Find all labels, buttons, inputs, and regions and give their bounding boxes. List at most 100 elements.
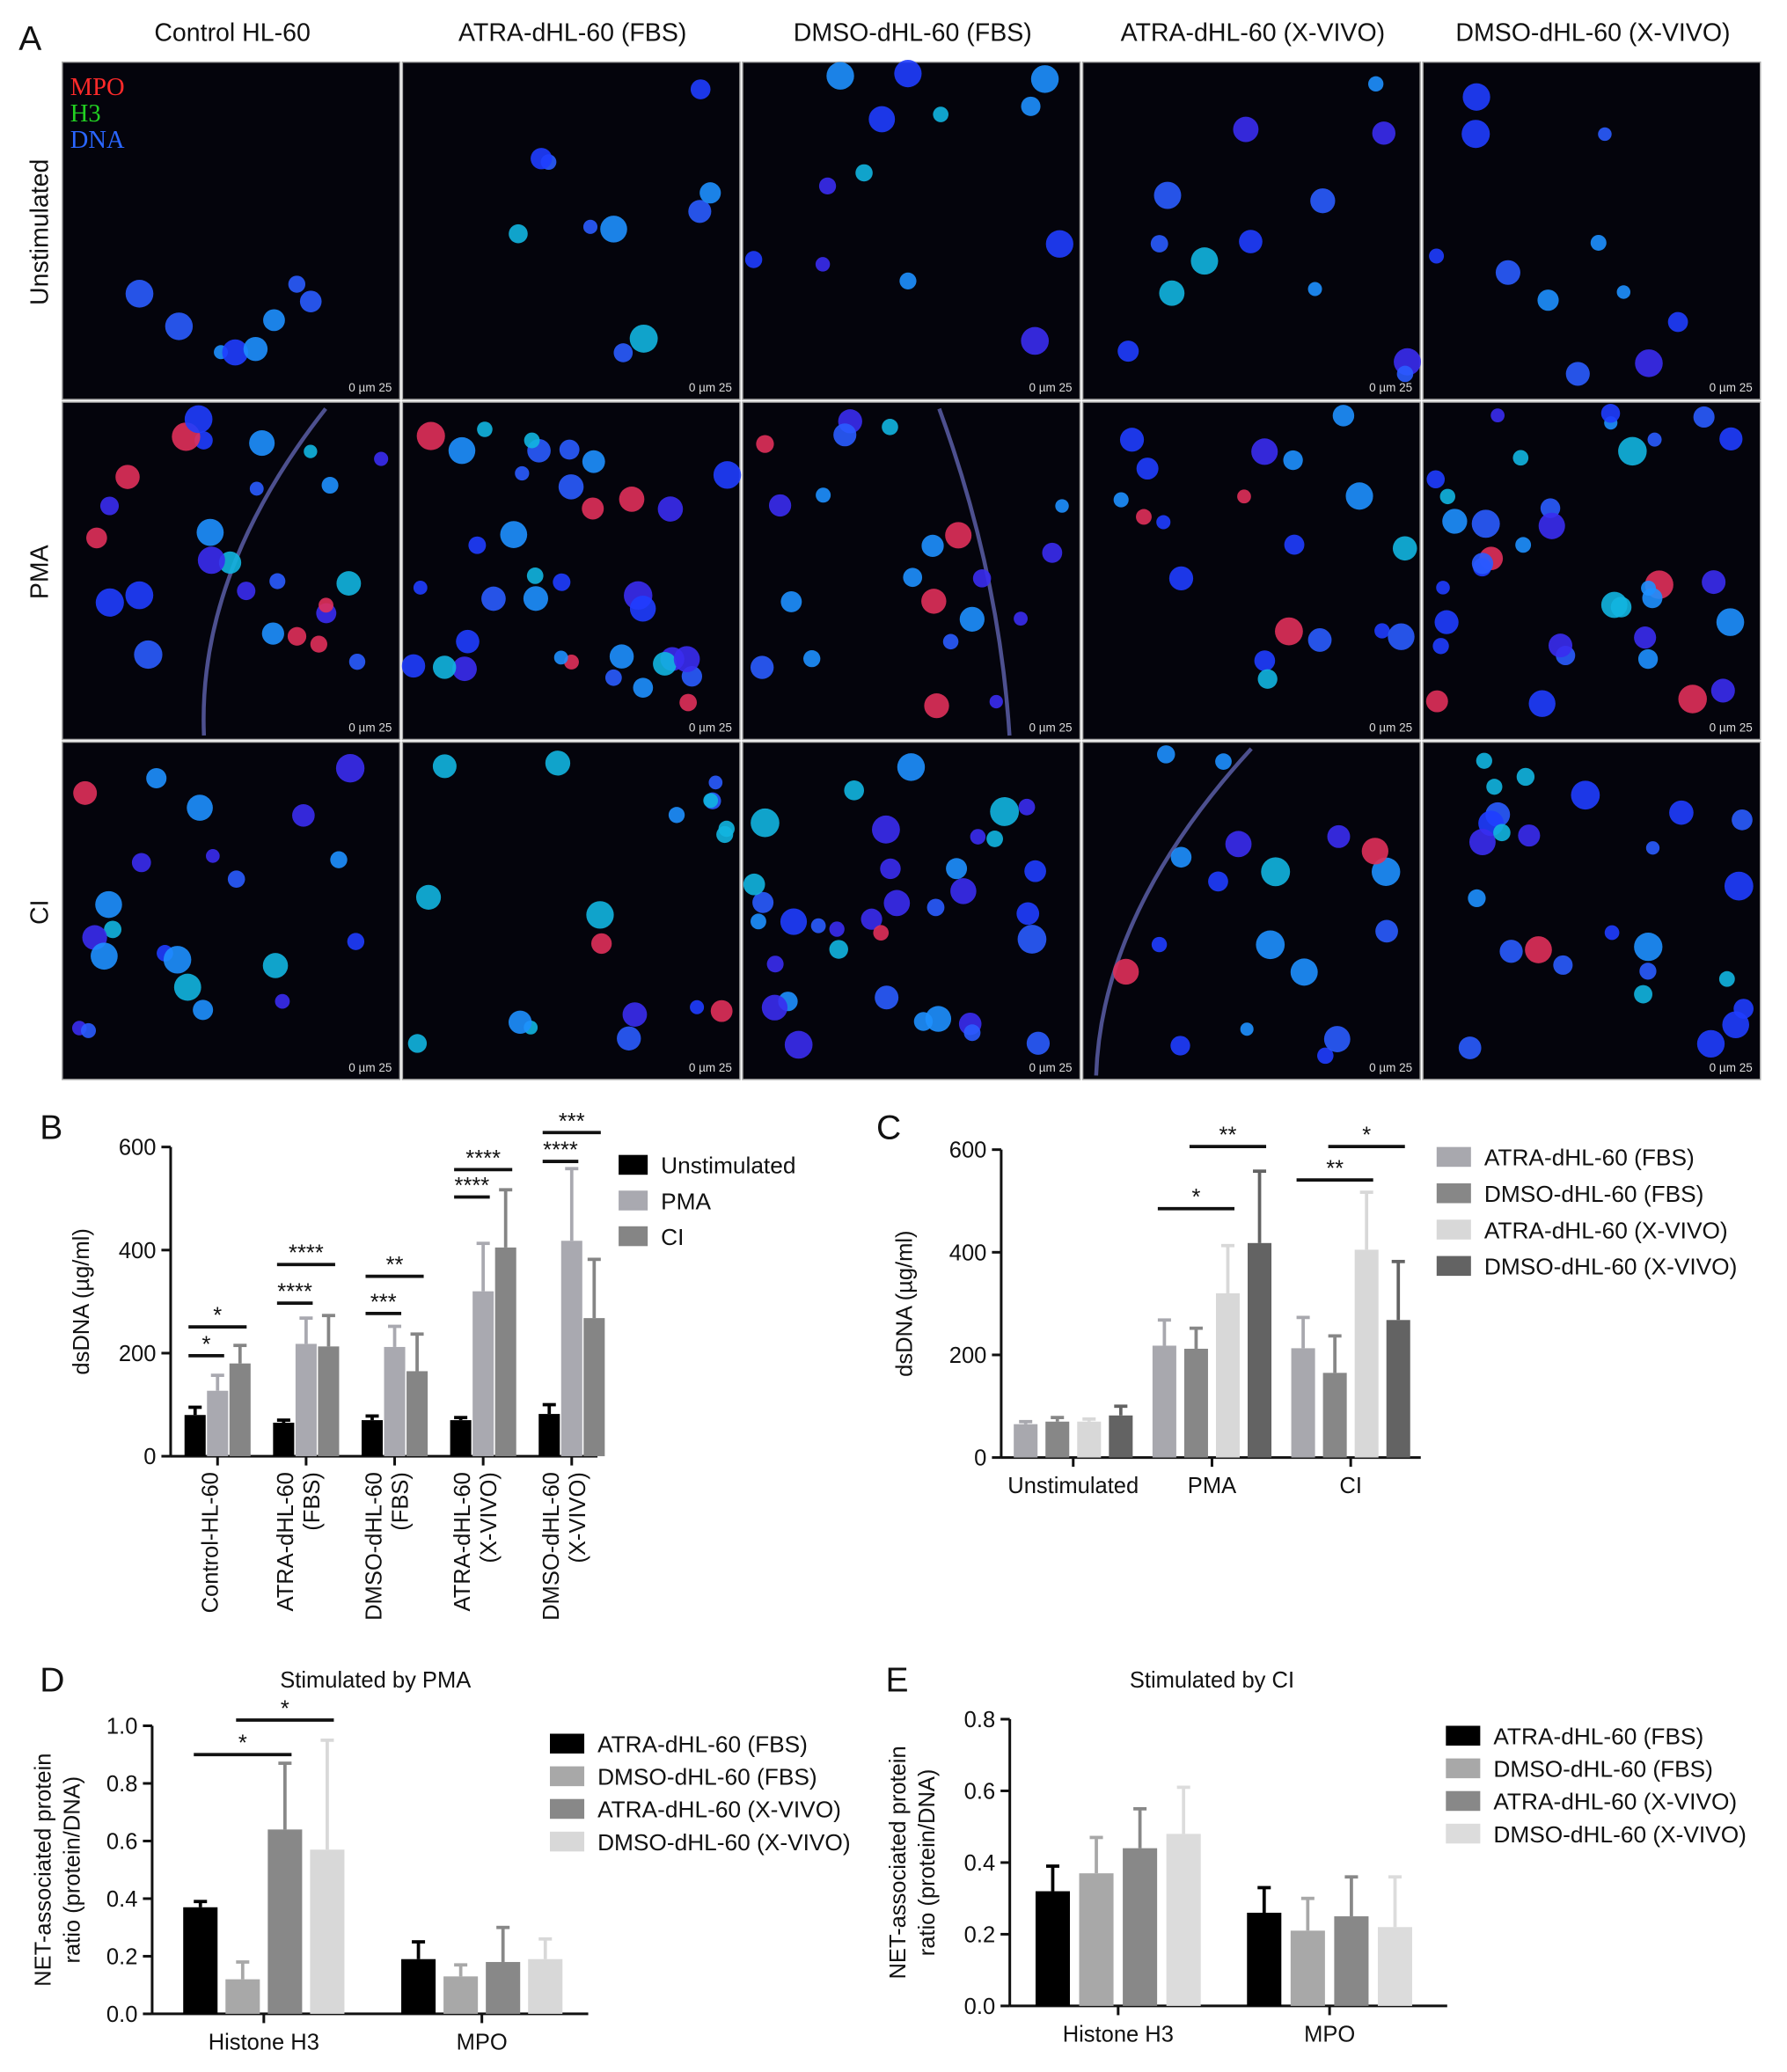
cell-nucleus [921, 534, 944, 557]
cell-nucleus [1434, 610, 1459, 634]
legend-label: ATRA-dHL-60 (FBS) [1493, 1724, 1703, 1750]
scale-bar: 0 µm 25 [1369, 1061, 1412, 1074]
y-tick-label: 0.8 [106, 1772, 137, 1797]
cell-nucleus [897, 753, 926, 781]
cell-nucleus [173, 973, 201, 1001]
cell-nucleus [1486, 779, 1503, 795]
cell-nucleus [1490, 408, 1505, 423]
cell-nucleus [1215, 753, 1232, 770]
bar [1354, 1249, 1379, 1458]
cell-nucleus [1153, 181, 1182, 209]
cell-nucleus [1042, 542, 1063, 563]
cell-nucleus [1512, 450, 1529, 466]
cell-nucleus [432, 754, 457, 779]
bar [443, 1976, 479, 2014]
cell-nucleus [679, 693, 698, 712]
cell-nucleus [558, 474, 584, 500]
cell-nucleus [1718, 970, 1735, 987]
cell-nucleus [477, 421, 493, 437]
cell-nucleus [1388, 623, 1415, 650]
cell-nucleus [950, 878, 977, 904]
x-tick-label-line: (X-VIVO) [566, 1472, 590, 1563]
cell-nucleus [432, 655, 457, 679]
cell-nucleus [1696, 1029, 1725, 1058]
cell-nucleus [1716, 608, 1745, 636]
net-fiber [1094, 747, 1253, 1076]
cell-nucleus [1168, 566, 1194, 590]
column-header: ATRA-dHL-60 (FBS) [458, 19, 686, 48]
legend-swatch [619, 1154, 648, 1175]
cell-nucleus [456, 629, 480, 654]
cell-nucleus [452, 656, 477, 682]
cell-nucleus [163, 946, 192, 974]
cell-nucleus [756, 435, 774, 453]
cell-nucleus [1710, 678, 1735, 703]
cell-nucleus [582, 450, 605, 473]
cell-nucleus [1307, 282, 1322, 297]
micrograph [1422, 401, 1761, 741]
column-header: ATRA-dHL-60 (X-VIVO) [1121, 19, 1386, 48]
cell-nucleus [401, 654, 426, 678]
cell-nucleus [1618, 436, 1647, 466]
cell-nucleus [1367, 76, 1384, 92]
cell-nucleus [703, 793, 719, 809]
cell-nucleus [1462, 83, 1490, 111]
cell-nucleus [481, 586, 506, 611]
cell-nucleus [744, 251, 763, 268]
cell-nucleus [184, 405, 213, 434]
x-tick-label: Control-HL-60 [198, 1472, 223, 1613]
cell-nucleus [582, 497, 604, 520]
row-label: PMA [26, 545, 54, 599]
cell-nucleus [1345, 482, 1373, 510]
cell-nucleus [1014, 611, 1028, 626]
scale-bar: 0 µm 25 [689, 1061, 732, 1074]
cell-nucleus [95, 890, 122, 919]
cell-nucleus [1239, 230, 1263, 253]
x-tick-label: Histone H3 [209, 2030, 319, 2054]
cell-nucleus [545, 750, 571, 776]
y-tick-label: 200 [119, 1342, 157, 1366]
cell-nucleus [1645, 841, 1660, 855]
bar [1014, 1424, 1038, 1458]
cell-nucleus [1030, 65, 1059, 93]
cell-nucleus [894, 60, 922, 88]
legend-label: DMSO-dHL-60 (X-VIVO) [597, 1829, 851, 1856]
cell-nucleus [1468, 829, 1496, 855]
cell-nucleus [903, 567, 923, 588]
micrograph [401, 61, 741, 400]
cell-nucleus [1639, 963, 1657, 980]
cell-nucleus [1026, 1031, 1051, 1055]
cell-nucleus [751, 913, 766, 930]
scale-bar: 0 µm 25 [1710, 721, 1753, 734]
cell-nucleus [1571, 780, 1600, 810]
column-header: Control HL-60 [154, 19, 311, 48]
cell-nucleus [227, 870, 245, 888]
cell-nucleus [1528, 690, 1556, 717]
cell-nucleus [609, 644, 634, 669]
micrograph [1081, 401, 1421, 741]
cell-nucleus [1425, 690, 1448, 713]
row-label: Unstimulated [26, 159, 54, 305]
cell-nucleus [826, 62, 854, 90]
cell-nucleus [1429, 248, 1445, 264]
cell-nucleus [882, 419, 898, 436]
cell-nucleus [1471, 553, 1494, 575]
stain-legend: DNA [70, 127, 125, 154]
cell-nucleus [871, 815, 900, 844]
cell-nucleus [688, 200, 712, 223]
cell-nucleus [1018, 798, 1036, 816]
cell-nucleus [1284, 534, 1305, 555]
panel-letter: B [40, 1109, 62, 1147]
bar [486, 1961, 521, 2014]
cell-nucleus [1017, 925, 1047, 954]
cell-nucleus [1256, 930, 1285, 960]
cell-nucleus [880, 858, 901, 880]
bar [1248, 1242, 1272, 1458]
cell-nucleus [833, 423, 857, 447]
cell-nucleus [1170, 1036, 1190, 1056]
cell-nucleus [508, 1010, 532, 1035]
cell-nucleus [304, 444, 318, 458]
cell-nucleus [237, 582, 256, 601]
